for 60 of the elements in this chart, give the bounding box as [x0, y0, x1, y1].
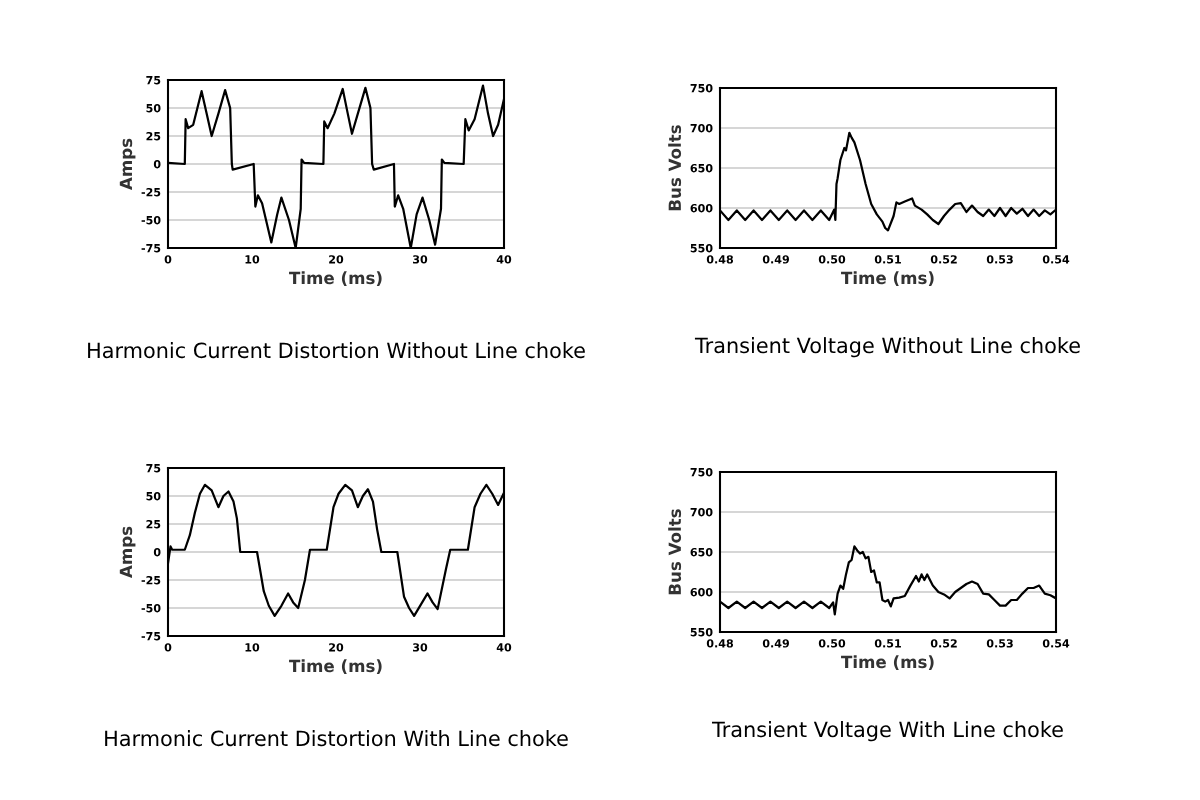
y-tick-label: 650 — [690, 163, 713, 173]
x-tick-label: 30 — [413, 255, 428, 264]
y-tick-label: 600 — [690, 203, 713, 213]
x-tick-label: 0.51 — [874, 639, 901, 648]
y-tick-label: 50 — [146, 103, 161, 113]
x-tick-label: 0.51 — [874, 255, 901, 264]
x-tick-label: 0.48 — [706, 639, 734, 648]
y-tick-label: -50 — [141, 603, 161, 613]
x-tick-label: 0.48 — [706, 255, 734, 264]
x-tick-label: 40 — [496, 255, 512, 264]
y-axis-title: Amps — [119, 526, 136, 578]
y-tick-label: 750 — [690, 467, 713, 477]
x-tick-label: 10 — [245, 255, 260, 264]
y-tick-label: 0 — [153, 547, 161, 557]
y-axis-title: Bus Volts — [668, 509, 682, 595]
x-tick-label: 0.50 — [818, 255, 846, 264]
x-tick-label: 0 — [164, 255, 172, 264]
x-tick-label: 30 — [413, 643, 428, 652]
x-tick-label: 10 — [245, 643, 260, 652]
text: Harmonic Current Distortion Without Line choke — [88, 342, 585, 359]
y-axis-title: Bus Volts — [668, 125, 682, 211]
text: Transient Voltage With Line choke — [711, 721, 1063, 742]
y-tick-label: 75 — [146, 464, 161, 473]
x-tick-label: 0.54 — [1042, 639, 1070, 648]
y-tick-label: 50 — [146, 491, 161, 501]
y-tick-label: -75 — [141, 244, 161, 253]
y-tick-label: 700 — [690, 507, 713, 517]
x-tick-label: 0.54 — [1042, 255, 1070, 264]
y-tick-label: 750 — [690, 83, 713, 93]
x-tick-label: 0.50 — [818, 639, 846, 648]
text: Harmonic Current Distortion With Line choke — [105, 730, 568, 747]
x-tick-label: 20 — [329, 643, 344, 652]
y-tick-label: 650 — [690, 547, 713, 557]
y-tick-label: 550 — [690, 243, 713, 253]
y-tick-label: 25 — [146, 519, 161, 529]
x-axis-title: Time (ms) — [289, 271, 382, 287]
y-tick-label: -25 — [141, 187, 161, 197]
y-tick-label: -25 — [141, 575, 161, 585]
y-tick-label: 600 — [690, 587, 713, 597]
y-tick-label: -75 — [141, 632, 161, 641]
x-tick-label: 40 — [496, 643, 512, 652]
y-tick-label: 25 — [146, 131, 161, 141]
y-tick-label: 550 — [690, 627, 713, 637]
x-tick-label: 0.52 — [930, 639, 957, 648]
y-tick-label: 0 — [153, 159, 161, 169]
text: Transient Voltage Without Line choke — [694, 337, 1080, 358]
y-tick-label: 700 — [690, 123, 713, 133]
x-axis-title: Time (ms) — [841, 655, 934, 671]
x-axis-title: Time (ms) — [841, 271, 934, 287]
x-tick-label: 0.53 — [986, 639, 1013, 648]
x-tick-label: 0.49 — [762, 255, 789, 264]
x-axis-title: Time (ms) — [289, 659, 382, 675]
x-tick-label: 0.53 — [986, 255, 1013, 264]
x-tick-label: 0.52 — [930, 255, 957, 264]
y-axis-title: Amps — [119, 138, 136, 190]
x-tick-label: 0.49 — [762, 639, 789, 648]
y-tick-label: 75 — [146, 76, 161, 85]
x-tick-label: 0 — [164, 643, 172, 652]
x-tick-label: 20 — [329, 255, 344, 264]
y-tick-label: -50 — [141, 215, 161, 225]
